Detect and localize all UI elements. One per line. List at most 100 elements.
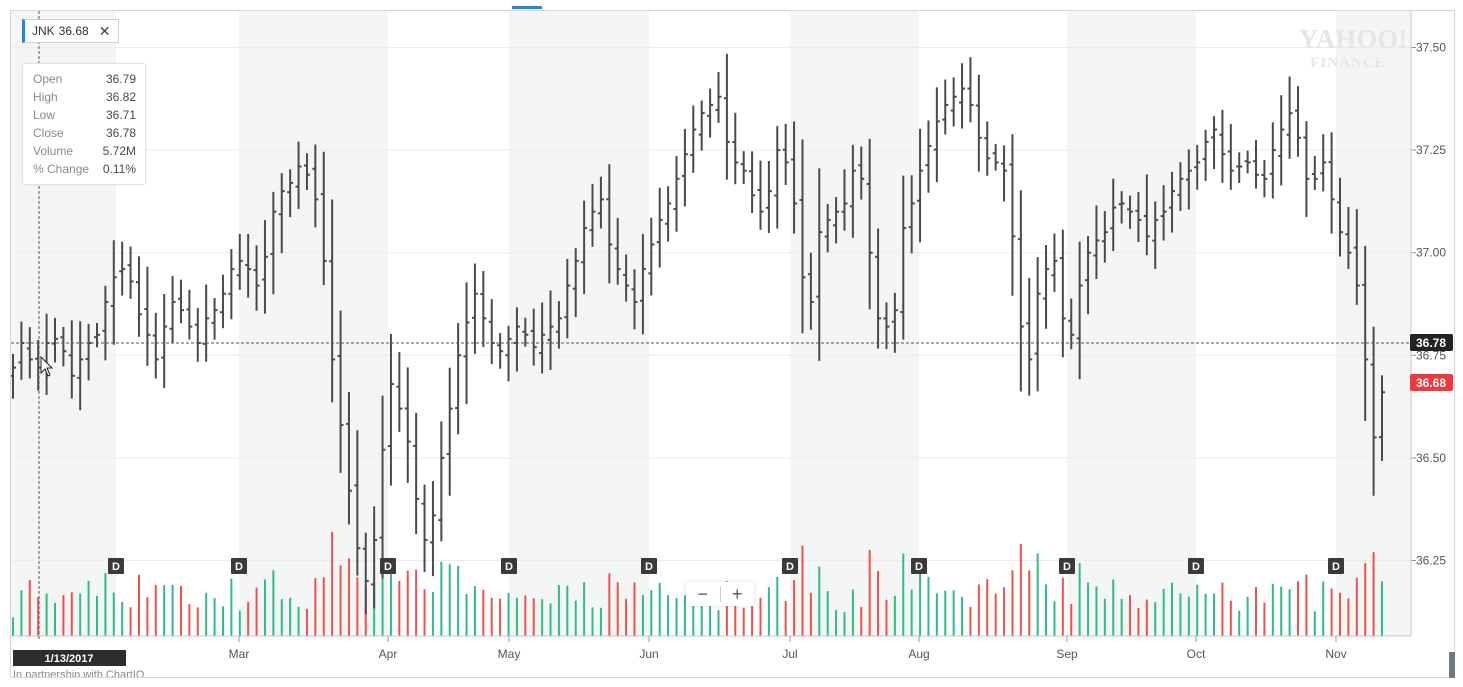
- ohlc-bar: [849, 144, 856, 238]
- ohlc-bar: [908, 175, 915, 254]
- volume-bar: [843, 612, 846, 636]
- y-axis: 37.50 37.25 37.00 36.75 36.50 36.25: [1410, 11, 1446, 636]
- volume-bar: [347, 558, 350, 636]
- tooltip-label: % Change: [33, 162, 90, 176]
- ohlc-bar: [1303, 121, 1310, 218]
- volume-bar: [557, 585, 560, 636]
- ohlc-bar: [707, 88, 714, 138]
- month-shade-band: [509, 11, 649, 636]
- close-icon[interactable]: ✕: [98, 23, 111, 39]
- ohlc-bar: [1110, 178, 1117, 252]
- ohlc-bar: [690, 105, 697, 173]
- ohlc-bar: [589, 183, 596, 247]
- volume-bar: [37, 597, 40, 636]
- x-tick-label: May: [498, 647, 521, 661]
- volume-bar: [297, 606, 300, 636]
- tooltip-label: Open: [33, 72, 63, 86]
- ohlc-bar: [942, 79, 949, 135]
- ohlc-bar: [211, 298, 218, 340]
- volume-bars: [12, 531, 1383, 636]
- ohlc-bar: [1286, 76, 1293, 159]
- ohlc-bar: [413, 412, 420, 535]
- ohlc-bar: [1379, 375, 1385, 461]
- volume-bar: [1103, 598, 1106, 636]
- volume-bar: [490, 597, 493, 636]
- ohlc-bar: [337, 310, 344, 473]
- ohlc-bar: [1278, 95, 1285, 186]
- volume-bar: [902, 553, 905, 636]
- volume-bar: [1381, 581, 1383, 636]
- ohlc-bar: [975, 74, 982, 172]
- dividend-marker-label: D: [645, 561, 653, 573]
- dividend-marker-label: D: [235, 561, 243, 573]
- volume-bar: [675, 598, 678, 636]
- volume-bar: [1297, 581, 1300, 636]
- volume-bar: [583, 582, 586, 636]
- ohlc-bar: [1328, 132, 1335, 234]
- volume-bar: [457, 565, 460, 636]
- y-tick-label: 37.00: [1416, 246, 1446, 260]
- ohlc-bar: [371, 506, 378, 609]
- volume-bar: [163, 585, 166, 636]
- volume-bar: [1196, 584, 1199, 636]
- volume-bar: [507, 592, 510, 636]
- ohlc-bar: [967, 57, 974, 123]
- volume-bar: [221, 606, 224, 636]
- volume-bar: [893, 595, 896, 636]
- ticker-chip[interactable]: JNK 36.68 ✕: [22, 19, 120, 43]
- dividend-marker-label: D: [1332, 561, 1340, 573]
- ohlc-tooltip: Open 36.79 High 36.82 Low 36.71 Close 36.78 Volu…: [22, 63, 146, 185]
- volume-bar: [448, 564, 451, 636]
- ticker-symbol: JNK: [32, 24, 55, 38]
- ohlc-bar: [1009, 134, 1016, 296]
- price-chart[interactable]: YAHOO! FINANCE D D D D D D D D D D 37.50 37.25 37.0…: [11, 11, 1455, 678]
- volume-bar: [20, 590, 23, 636]
- ohlc-bar: [1345, 206, 1352, 269]
- ohlc-bar: [1160, 185, 1167, 241]
- volume-bar: [423, 589, 426, 636]
- ohlc-bar: [1152, 201, 1159, 269]
- volume-bar: [725, 581, 728, 636]
- volume-bar: [398, 580, 401, 636]
- volume-bar: [1120, 598, 1123, 636]
- ohlc-bar: [933, 87, 940, 183]
- dividend-marker: [1059, 558, 1075, 574]
- ohlc-bar: [253, 245, 260, 311]
- ohlc-bar: [278, 173, 285, 254]
- volume-bar: [1129, 595, 1132, 636]
- ohlc-bar: [60, 326, 67, 367]
- ohlc-bar: [51, 317, 58, 363]
- volume-bar: [1347, 598, 1350, 636]
- volume-bar: [919, 569, 922, 636]
- volume-bar: [515, 597, 518, 636]
- volume-bar: [499, 598, 502, 636]
- ohlc-bar: [824, 204, 831, 253]
- volume-bar: [625, 598, 628, 636]
- ohlc-bar: [765, 160, 772, 234]
- scroll-handle[interactable]: [1449, 652, 1455, 678]
- volume-bar: [465, 594, 468, 636]
- volume-bar: [709, 601, 712, 636]
- ohlc-bar: [295, 141, 302, 209]
- zoom-in-button[interactable]: +: [731, 584, 743, 604]
- ohlc-bar: [1059, 229, 1066, 358]
- ohlc-bar: [387, 333, 394, 486]
- ohlc-bar: [194, 308, 201, 362]
- ohlc-bar: [152, 312, 159, 379]
- ohlc-bar: [429, 481, 436, 577]
- volume-bar: [633, 582, 636, 636]
- ohlc-bar: [799, 139, 806, 334]
- x-tick-label: Jun: [639, 647, 658, 661]
- ohlc-bar: [1085, 236, 1092, 315]
- volume-bar: [994, 593, 997, 636]
- ohlc-bar: [488, 299, 495, 365]
- volume-bar: [1036, 553, 1039, 636]
- volume-bar: [759, 597, 762, 636]
- volume-bar: [104, 572, 107, 636]
- chart-frame[interactable]: YAHOO! FINANCE D D D D D D D D D D 37.50 37.25 37.0…: [10, 10, 1455, 678]
- ohlc-bar: [522, 317, 529, 347]
- zoom-out-button[interactable]: −: [697, 584, 708, 604]
- ohlc-bar: [77, 321, 84, 411]
- ohlc-bar: [1051, 233, 1058, 292]
- volume-bar: [1263, 602, 1266, 636]
